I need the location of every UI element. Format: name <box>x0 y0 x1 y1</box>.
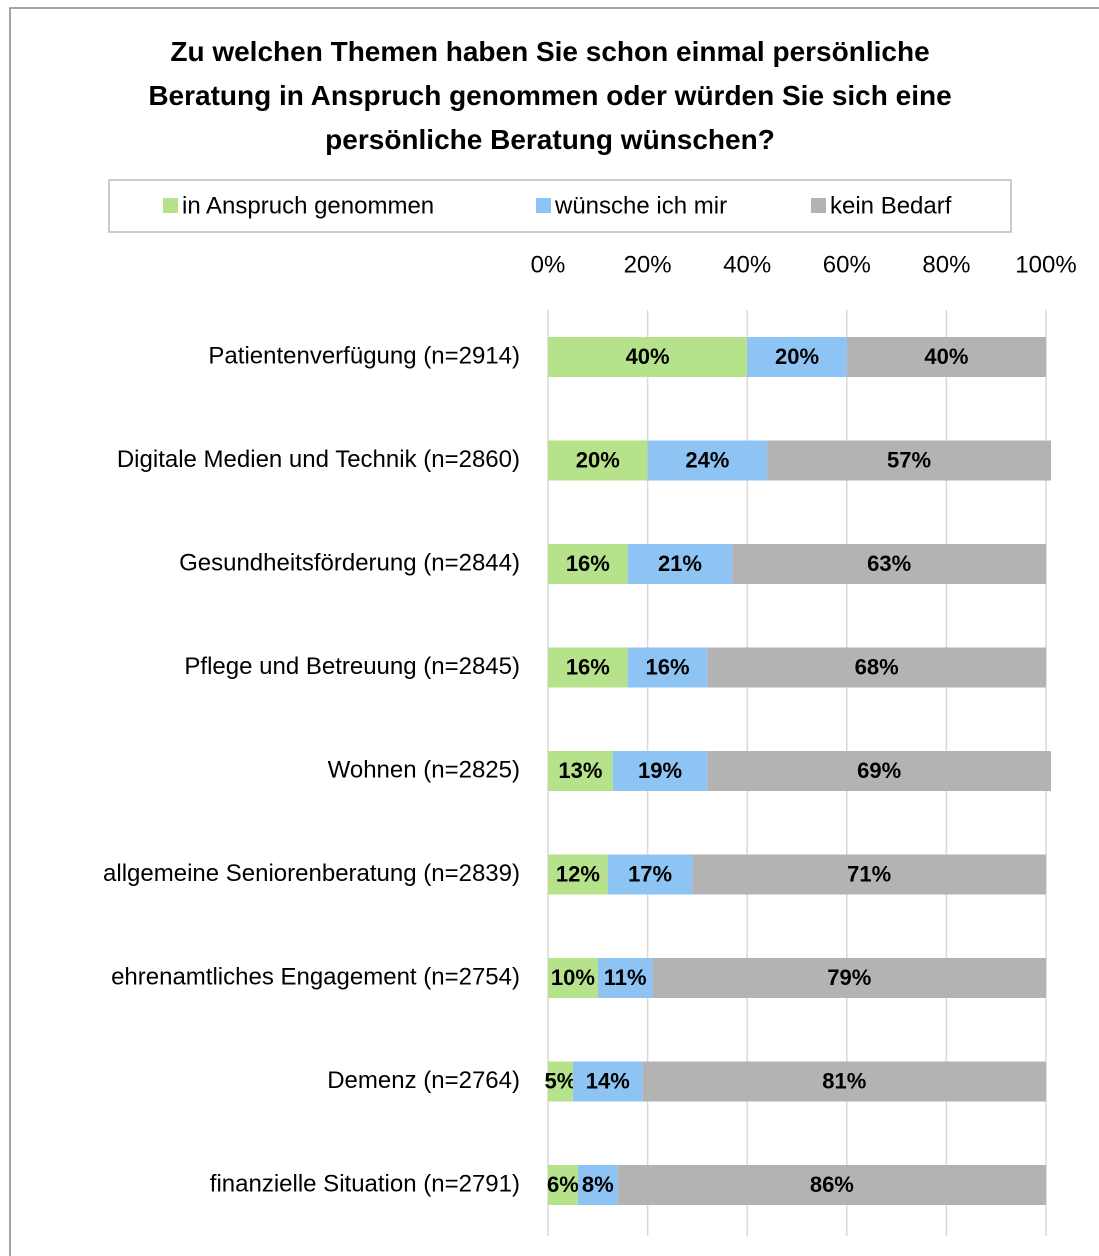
data-label: 69% <box>857 758 901 783</box>
y-tick-label: Patientenverfügung (n=2914) <box>208 342 520 369</box>
data-label: 79% <box>827 965 871 990</box>
x-tick-label: 40% <box>723 251 771 278</box>
y-tick-label: ehrenamtliches Engagement (n=2754) <box>111 963 520 990</box>
bar-segment <box>548 647 628 688</box>
y-tick-label: Demenz (n=2764) <box>327 1067 520 1094</box>
bar-segment <box>617 1165 1046 1205</box>
data-label: 21% <box>658 551 702 576</box>
y-tick-label: Gesundheitsförderung (n=2844) <box>179 549 520 576</box>
y-tick-label: Pflege und Betreuung (n=2845) <box>184 653 520 680</box>
bar-segment <box>572 1061 643 1102</box>
data-label: 5% <box>545 1068 577 1093</box>
data-label: 16% <box>566 551 610 576</box>
frame <box>9 7 1099 1256</box>
data-label: 24% <box>685 447 729 472</box>
data-label: 16% <box>645 654 689 679</box>
bar-segment <box>767 440 1051 481</box>
y-tick-label: Wohnen (n=2825) <box>328 756 520 783</box>
y-tick-label: Digitale Medien und Technik (n=2860) <box>117 446 520 473</box>
data-label: 57% <box>887 447 931 472</box>
bar-segment <box>627 647 708 688</box>
x-tick-label: 60% <box>823 251 871 278</box>
data-label: 63% <box>867 551 911 576</box>
data-label: 6% <box>547 1172 579 1197</box>
bar-segment <box>747 337 847 377</box>
legend-label: kein Bedarf <box>830 192 952 219</box>
legend-label: wünsche ich mir <box>554 192 727 219</box>
x-tick-label: 0% <box>531 251 566 278</box>
x-tick-label: 100% <box>1015 251 1076 278</box>
data-label: 71% <box>847 861 891 886</box>
data-label: 16% <box>566 654 610 679</box>
bar-segment <box>597 958 653 998</box>
data-label: 11% <box>604 965 647 990</box>
bar-segment <box>846 337 1046 377</box>
chart-title: Zu welchen Themen haben Sie schon einmal… <box>148 36 952 155</box>
bar-segment <box>548 1061 573 1102</box>
bar-segment <box>548 854 608 895</box>
data-label: 20% <box>576 447 620 472</box>
bar-segment <box>627 544 733 584</box>
bar-segment <box>548 751 613 791</box>
data-label: 12% <box>556 861 600 886</box>
legend-swatch <box>163 198 178 213</box>
data-label: 20% <box>775 344 819 369</box>
bar-segment <box>548 958 598 998</box>
bar-segment <box>548 440 648 481</box>
bar-segment <box>692 854 1046 895</box>
data-label: 10% <box>551 965 595 990</box>
bar-segment <box>652 958 1046 998</box>
legend-box <box>108 179 1012 233</box>
x-tick-label: 80% <box>922 251 970 278</box>
data-label: 86% <box>810 1172 854 1197</box>
bar-segment <box>548 337 748 377</box>
y-tick-label: finanzielle Situation (n=2791) <box>210 1170 520 1197</box>
bar-segment <box>707 647 1046 688</box>
legend-swatch <box>536 198 551 213</box>
data-label: 8% <box>582 1172 614 1197</box>
data-label: 40% <box>924 344 968 369</box>
data-label: 19% <box>638 758 682 783</box>
bar-segment <box>577 1165 618 1205</box>
bar-segment <box>732 544 1046 584</box>
bar-segment <box>612 751 708 791</box>
bar-segment <box>707 751 1051 791</box>
bar-segment <box>647 440 768 481</box>
bar-segment <box>642 1061 1046 1102</box>
data-label: 17% <box>628 861 672 886</box>
bar-segment <box>548 1165 578 1205</box>
bar-segment <box>548 544 628 584</box>
data-label: 81% <box>822 1068 866 1093</box>
data-label: 14% <box>586 1068 630 1093</box>
data-label: 68% <box>855 654 899 679</box>
legend-swatch <box>811 198 826 213</box>
data-label: 13% <box>558 758 602 783</box>
x-tick-label: 20% <box>624 251 672 278</box>
bar-segment <box>607 854 693 895</box>
legend-label: in Anspruch genommen <box>182 192 434 219</box>
data-label: 40% <box>626 344 670 369</box>
y-tick-label: allgemeine Seniorenberatung (n=2839) <box>103 860 520 887</box>
